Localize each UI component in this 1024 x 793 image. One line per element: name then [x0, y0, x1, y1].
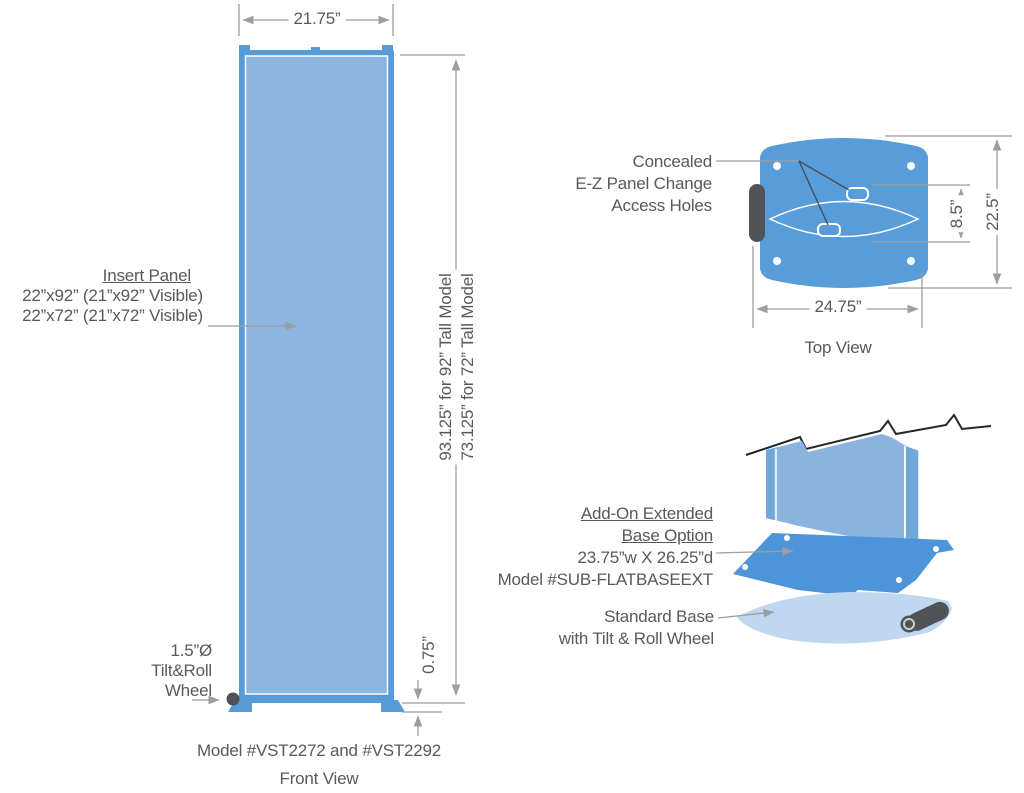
front-width-dim-label: 21.75” — [288, 9, 346, 29]
hole-spacing-dim-label: 8.5” — [946, 195, 968, 233]
insert-panel-face — [244, 55, 389, 695]
extended-base-title1: Add-On Extended — [580, 504, 713, 523]
insert-panel-size2: 22”x72” (21”x72” Visible) — [22, 306, 203, 325]
front-view-drawing — [192, 4, 465, 736]
corner-hole — [773, 257, 781, 265]
corner-hole — [773, 162, 781, 170]
extended-base-plate — [733, 533, 954, 596]
corner-hole — [907, 257, 915, 265]
front-height-dim-label: 93.125” for 92” Tall Model 73.125” for 7… — [434, 269, 480, 465]
exploded-panel-right-edge — [905, 446, 919, 548]
corner-hole — [907, 162, 915, 170]
top-width-dim-label: 24.75” — [809, 297, 867, 317]
extended-base-leader-arrow — [715, 546, 794, 556]
access-leader-upper — [798, 160, 850, 191]
access-holes-label: Concealed E-Z Panel Change Access Holes — [575, 151, 712, 217]
tilt-roll-wheel — [226, 692, 240, 706]
front-view-caption: Front View — [279, 769, 359, 788]
standard-base-line2: with Tilt & Roll Wheel — [558, 629, 714, 648]
extended-base-label: Add-On Extended Base Option 23.75”w X 26… — [497, 503, 714, 591]
wheel-label-line1: 1.5”Ø — [170, 641, 212, 660]
access-label-line3: Access Holes — [611, 196, 712, 215]
exploded-panel-body — [766, 434, 919, 548]
extended-base-title2: Base Option — [621, 526, 714, 545]
wheel-label-line2: Tilt&Roll — [151, 661, 212, 680]
extended-base-model: Model #SUB-FLATBASEEXT — [497, 570, 714, 589]
standard-base-line1: Standard Base — [604, 607, 714, 626]
access-hole-upper — [846, 187, 869, 201]
panel-top-tab-left — [239, 45, 250, 53]
panel-foot-right — [381, 700, 405, 712]
standard-base-label: Standard Base with Tilt & Roll Wheel — [559, 606, 714, 650]
wheel-end-cap-ring — [903, 618, 915, 630]
extended-base-dimensions: 23.75”w X 26.25”d — [577, 548, 713, 567]
plate-hole — [784, 535, 790, 541]
access-label-line1: Concealed — [632, 152, 713, 171]
plate-hole — [933, 546, 939, 552]
standard-base-wheel — [907, 601, 949, 631]
base-height-dimension — [402, 680, 465, 736]
insert-panel-title: Insert Panel — [102, 266, 192, 285]
front-view-model-caption: Model #VST2272 and #VST2292 — [196, 741, 442, 760]
panel-top-tab-right — [382, 45, 393, 53]
insert-panel-size1: 22”x92” (21”x92” Visible) — [22, 286, 203, 305]
front-width-dimension — [238, 4, 394, 36]
exploded-panel-left-edge — [766, 448, 774, 520]
plate-hole — [742, 564, 748, 570]
plate-hole — [896, 577, 902, 583]
top-view-drawing — [716, 135, 1012, 328]
standard-base-leader-arrow — [717, 608, 775, 619]
top-view-caption: Top View — [804, 338, 872, 357]
standard-base-plate — [737, 592, 952, 644]
wheel-label: 1.5”Ø Tilt&Roll Wheel — [151, 641, 212, 701]
base-height-dim-label: 0.75” — [418, 632, 440, 678]
insert-panel-label: Insert Panel 22”x92” (21”x92” Visible) 2… — [22, 266, 203, 326]
wheel-end-cap — [900, 615, 918, 633]
wheel-label-line3: Wheel — [164, 681, 212, 700]
depth-dim-label: 22.5” — [982, 189, 1004, 235]
height-dim-line1: 93.125” for 92” Tall Model — [436, 273, 455, 461]
access-hole-lower — [817, 223, 841, 237]
access-label-line2: E-Z Panel Change — [575, 174, 712, 193]
access-leader-lower — [798, 160, 829, 226]
height-dim-line2: 73.125” for 72” Tall Model — [458, 273, 477, 461]
base-top-view-body — [760, 138, 928, 288]
top-view-wheel — [749, 184, 765, 242]
exploded-view-drawing — [715, 413, 992, 644]
base-lens-outline — [768, 200, 920, 238]
